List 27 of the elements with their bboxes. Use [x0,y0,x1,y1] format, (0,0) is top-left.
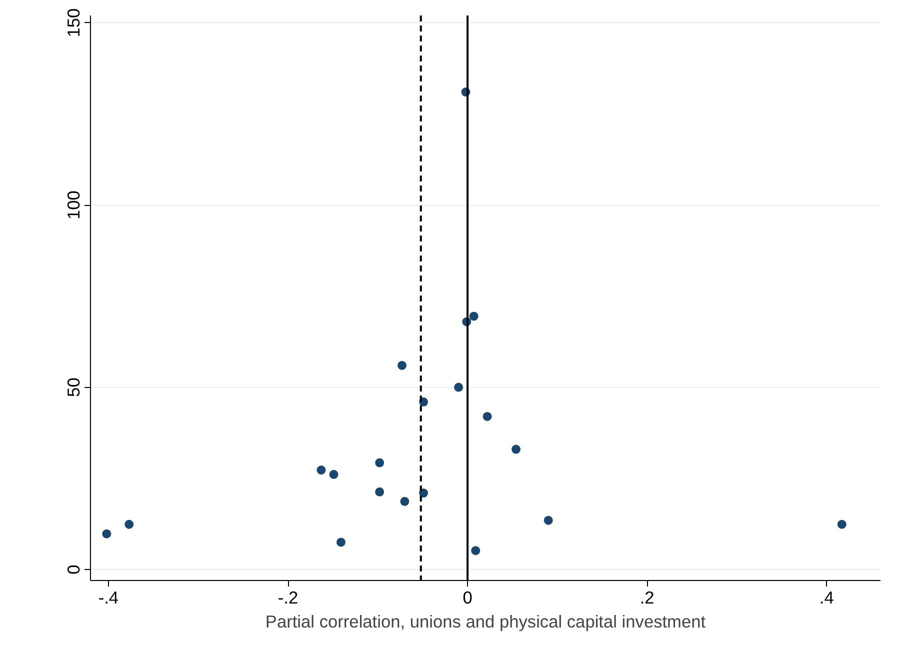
point [419,488,428,498]
point [398,360,407,370]
point [102,529,112,538]
x-tick-label: .4 [819,588,834,608]
point [482,412,492,421]
y-tick-label: 0 [64,564,84,574]
y-tick-label: 100 [64,190,84,220]
point [400,496,410,506]
x-axis-title: Partial correlation, unions and physical capital investment [265,612,706,632]
point [469,312,478,321]
point [512,444,521,454]
point [375,458,384,468]
point [316,466,326,475]
point [454,382,464,392]
point [837,520,846,529]
y-tick-label: 50 [64,378,84,397]
point [544,516,553,525]
point [336,538,346,547]
point [375,487,384,496]
x-tick-label: 0 [462,588,472,608]
point [471,546,480,556]
point [329,470,338,479]
x-tick-label: -.2 [278,588,298,608]
y-tick-label: 150 [64,8,84,38]
x-tick-label: .2 [640,588,654,608]
x-tick-label: -.4 [98,588,119,608]
point [124,520,134,529]
